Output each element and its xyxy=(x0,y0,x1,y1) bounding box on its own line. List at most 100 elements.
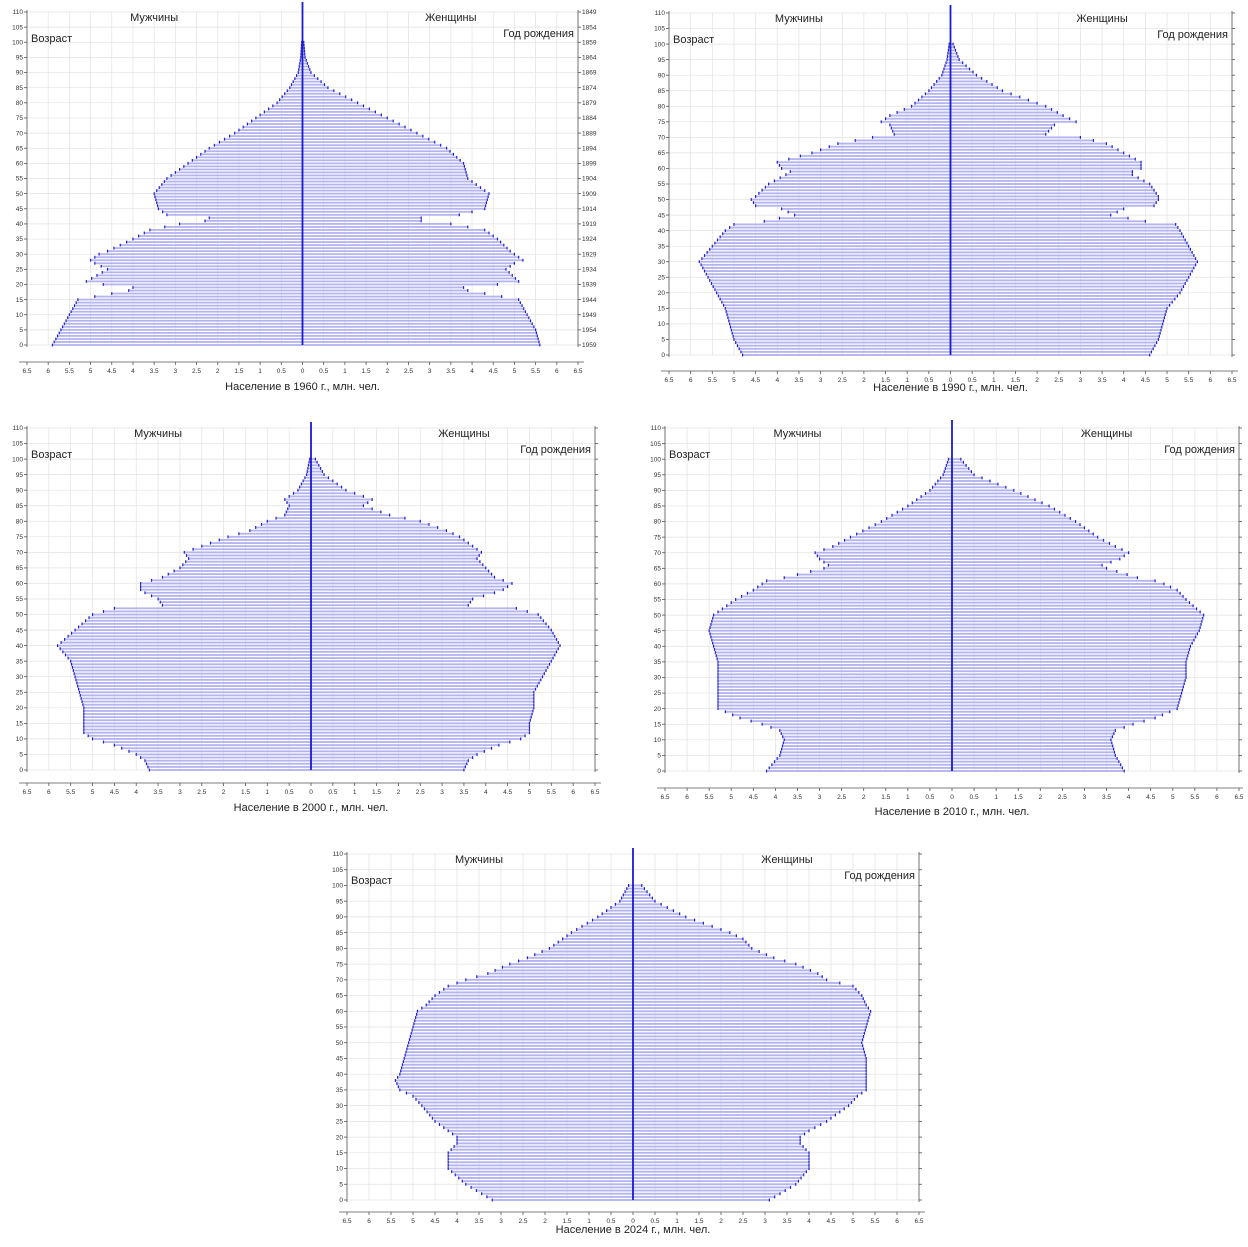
bar-men-age-86 xyxy=(931,86,951,89)
bar-women-age-40 xyxy=(952,645,1191,648)
y-tick-label: 35 xyxy=(654,659,662,666)
bar-men-age-36 xyxy=(714,242,951,245)
bar-women-age-74 xyxy=(311,538,464,541)
y-tick-label: 45 xyxy=(654,628,662,635)
bar-women-age-66 xyxy=(950,148,1118,151)
bar-women-age-75 xyxy=(311,535,460,538)
bar-women-age-48 xyxy=(633,1048,864,1050)
y-tick-label: 110 xyxy=(655,10,666,17)
bar-women-age-9 xyxy=(633,1170,807,1173)
bar-men-age-96 xyxy=(947,55,951,58)
y-tick-label: 90 xyxy=(16,70,24,77)
bar-men-age-30 xyxy=(717,676,952,679)
bar-women-age-25 xyxy=(302,268,506,271)
bar-women-age-46 xyxy=(952,626,1201,629)
x-tick-label: 2.5 xyxy=(838,377,847,384)
bar-men-age-27 xyxy=(94,262,303,265)
bar-women-age-69 xyxy=(302,135,423,138)
x-tick-label: 6.5 xyxy=(1227,377,1236,384)
bar-women-age-30 xyxy=(311,675,543,678)
bar-women-age-35 xyxy=(633,1088,867,1091)
x-tick-label: 6.5 xyxy=(22,368,31,375)
men-label: Мужчины xyxy=(134,428,182,440)
bar-men-age-48 xyxy=(755,204,951,207)
bar-men-age-46 xyxy=(157,204,303,207)
bar-women-age-21 xyxy=(302,280,519,283)
x-tick-label: 3 xyxy=(819,377,823,384)
bar-men-age-41 xyxy=(729,226,951,229)
x-tick-label: 1.5 xyxy=(881,794,890,801)
bar-men-age-31 xyxy=(717,673,952,676)
bar-men-age-47 xyxy=(405,1051,633,1054)
bar-women-age-16 xyxy=(950,304,1170,307)
y-tick-label: 70 xyxy=(654,550,662,557)
bar-men-age-58 xyxy=(415,1016,633,1019)
y-tick-label: 90 xyxy=(654,488,662,495)
bar-women-age-84 xyxy=(311,507,373,510)
bar-women-age-52 xyxy=(950,192,1157,195)
bar-women-age-96 xyxy=(311,470,323,473)
bar-men-age-15 xyxy=(762,723,952,726)
bar-men-age-9 xyxy=(451,1170,633,1173)
y-tick-label: 45 xyxy=(336,1056,344,1063)
bar-women-age-59 xyxy=(950,170,1133,173)
bar-men-age-49 xyxy=(712,617,952,620)
bar-men-age-91 xyxy=(602,912,633,915)
bar-women-age-84 xyxy=(952,508,1055,511)
bar-men-age-95 xyxy=(943,473,952,476)
bar-women-age-19 xyxy=(311,709,533,712)
bar-women-age-91 xyxy=(633,912,680,915)
bar-men-age-66 xyxy=(828,564,952,567)
bar-women-age-33 xyxy=(302,244,504,247)
bar-women-age-53 xyxy=(950,189,1155,192)
bar-women-age-84 xyxy=(302,89,334,92)
bar-men-age-10 xyxy=(92,737,312,740)
bar-women-age-15 xyxy=(950,307,1168,310)
bar-women-age-79 xyxy=(952,523,1081,526)
x-tick-label: 5.5 xyxy=(66,789,75,796)
bar-women-age-56 xyxy=(952,595,1184,598)
bar-men-age-15 xyxy=(448,1151,633,1154)
x-tick-label: 4.5 xyxy=(110,789,119,796)
bar-men-age-62 xyxy=(426,1004,633,1006)
bar-women-age-48 xyxy=(952,620,1202,623)
bar-women-age-32 xyxy=(952,670,1187,673)
bar-men-age-86 xyxy=(576,928,633,931)
bar-women-age-19 xyxy=(302,286,464,289)
bar-men-age-34 xyxy=(126,241,303,243)
x-tick-label: 6 xyxy=(895,1218,899,1225)
x-tick-label: 5 xyxy=(513,368,517,375)
x-tick-label: 4.5 xyxy=(749,794,758,801)
bar-women-age-95 xyxy=(302,56,306,59)
bar-men-age-47 xyxy=(781,207,951,210)
bar-women-age-22 xyxy=(302,277,516,280)
y-tick-label: 90 xyxy=(336,914,344,921)
bar-women-age-93 xyxy=(302,62,308,65)
x-tick-label: 5.5 xyxy=(547,789,556,796)
pyramid-chart-2000: 0510152025303540455055606570758085909510… xyxy=(12,422,601,814)
bar-men-age-70 xyxy=(815,551,952,554)
bar-women-age-62 xyxy=(952,576,1138,579)
bar-women-age-34 xyxy=(952,664,1187,666)
bar-men-age-51 xyxy=(717,611,952,613)
bar-women-age-74 xyxy=(633,966,804,969)
bar-women-age-6 xyxy=(950,335,1160,338)
bar-men-age-40 xyxy=(713,645,952,648)
bar-men-age-40 xyxy=(57,644,312,647)
x-tick-label: 5.5 xyxy=(705,794,714,801)
bar-women-age-39 xyxy=(311,647,559,650)
birth-year-label: Год рождения xyxy=(1157,29,1228,41)
bar-men-age-35 xyxy=(399,1088,633,1091)
y-tick-label: 110 xyxy=(13,9,24,16)
bar-men-age-39 xyxy=(714,648,952,651)
y-tick-label: 95 xyxy=(16,472,24,479)
bar-women-age-17 xyxy=(952,717,1156,719)
bar-men-age-18 xyxy=(457,1142,633,1145)
bar-men-age-73 xyxy=(247,123,303,125)
bar-women-age-81 xyxy=(302,98,352,101)
y-tick-label: 110 xyxy=(333,851,344,858)
bar-men-age-56 xyxy=(413,1022,633,1025)
bar-men-age-67 xyxy=(829,145,951,148)
x-tick-label: 6 xyxy=(685,794,689,801)
bar-women-age-22 xyxy=(952,701,1179,704)
